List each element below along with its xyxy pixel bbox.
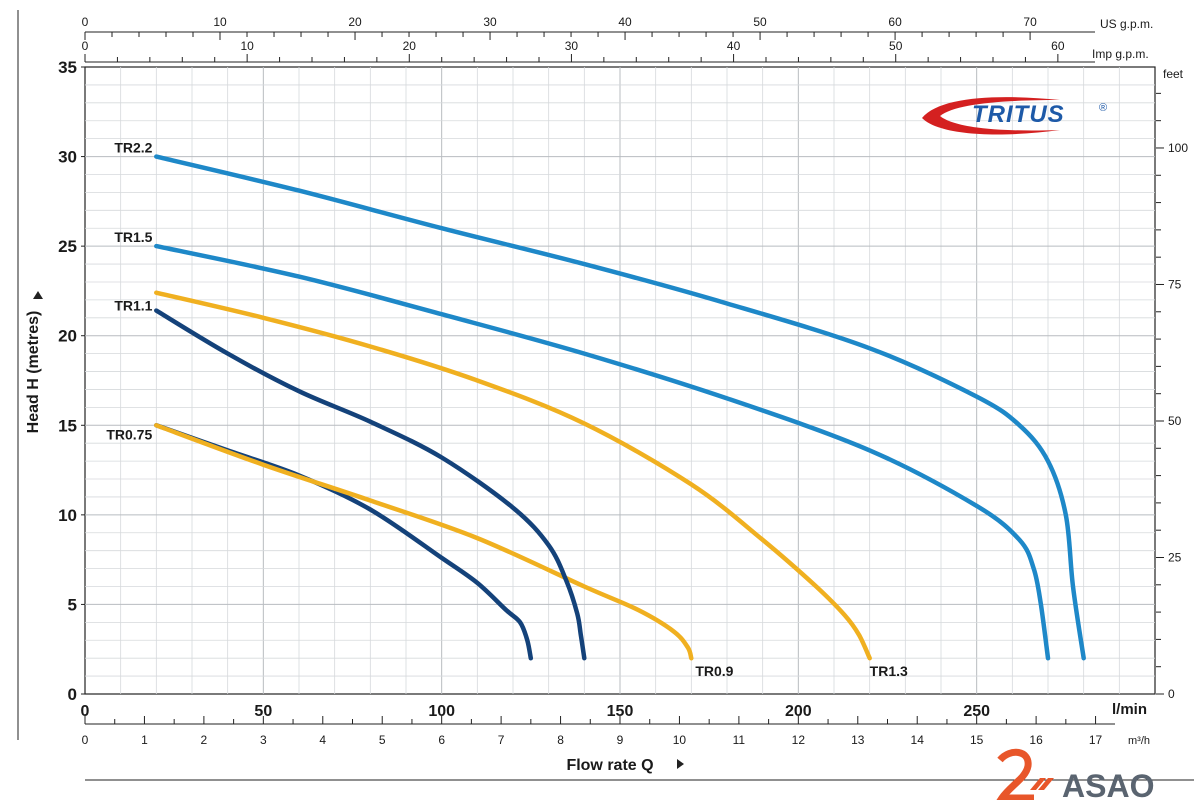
series-line-tr2-2 xyxy=(154,154,1086,661)
y-tick-label: 10 xyxy=(58,506,77,525)
y-axis-arrow-icon xyxy=(33,291,43,299)
imp-gpm-label: Imp g.p.m. xyxy=(1092,47,1149,61)
series-label: TR0.75 xyxy=(106,426,152,442)
x-tick-label: 100 xyxy=(428,703,455,720)
y-tick-label: 20 xyxy=(58,327,77,346)
m3h-tick-label: 10 xyxy=(673,733,687,747)
x-unit-label: l/min xyxy=(1112,701,1147,718)
series-label: TR1.5 xyxy=(114,229,152,245)
series-line-tr0-9 xyxy=(154,423,694,661)
feet-tick-label: 75 xyxy=(1168,277,1182,291)
series-label: TR1.1 xyxy=(114,298,152,314)
m3h-tick-label: 4 xyxy=(319,733,326,747)
feet-tick-label: 25 xyxy=(1168,550,1182,564)
us-gpm-tick-label: 50 xyxy=(753,15,767,29)
m3h-tick-label: 1 xyxy=(141,733,148,747)
feet-tick-label: 0 xyxy=(1168,687,1175,701)
m3h-tick-label: 17 xyxy=(1089,733,1103,747)
feet-label: feet xyxy=(1163,67,1184,81)
m3h-tick-label: 13 xyxy=(851,733,865,747)
us-gpm-tick-label: 40 xyxy=(618,15,632,29)
us-gpm-tick-label: 20 xyxy=(348,15,362,29)
y-axis-title: Head H (metres) xyxy=(25,311,42,434)
logo-brand-text: TRITUS xyxy=(972,101,1065,128)
x-tick-label: 50 xyxy=(254,703,272,720)
x-tick-label: 0 xyxy=(81,703,90,720)
series-labels: TR0.75 TR0.9 TR1.1 TR1.3 TR1.5 TR2.2 xyxy=(106,140,908,680)
series-line-tr1-1 xyxy=(154,308,587,661)
m3h-tick-label: 5 xyxy=(379,733,386,747)
us-gpm-tick-label: 70 xyxy=(1023,15,1037,29)
us-gpm-tick-label: 60 xyxy=(888,15,902,29)
x-tick-label: 250 xyxy=(963,703,990,720)
tritus-logo: TRITUS ® xyxy=(922,97,1107,135)
imp-gpm-tick-label: 60 xyxy=(1051,39,1065,53)
feet-tick-label: 50 xyxy=(1168,414,1182,428)
us-gpm-label: US g.p.m. xyxy=(1100,17,1153,31)
m3h-tick-label: 12 xyxy=(792,733,806,747)
y-tick-label: 0 xyxy=(68,685,77,704)
series-label: TR0.9 xyxy=(695,663,733,679)
logo-registered-mark: ® xyxy=(1099,102,1107,114)
y-tick-label: 15 xyxy=(58,416,77,435)
imp-gpm-tick-label: 40 xyxy=(727,39,741,53)
imp-gpm-tick-label: 50 xyxy=(889,39,903,53)
imp-gpm-tick-label: 0 xyxy=(82,39,89,53)
x-axis-arrow-icon xyxy=(677,759,684,769)
m3h-tick-label: 9 xyxy=(617,733,624,747)
x-tick-label: 150 xyxy=(607,703,634,720)
m3h-tick-label: 11 xyxy=(733,733,746,747)
x-axis-title: Flow rate Q xyxy=(566,757,653,774)
series-group xyxy=(154,154,1086,661)
imp-gpm-tick-label: 10 xyxy=(240,39,254,53)
asao-mark-icon xyxy=(996,748,1034,800)
us-gpm-tick-label: 0 xyxy=(82,15,89,29)
m3h-tick-label: 0 xyxy=(82,733,89,747)
logo-swoosh-icon xyxy=(922,97,1060,135)
series-label: TR1.3 xyxy=(870,663,908,679)
feet-tick-label: 100 xyxy=(1168,141,1188,155)
m3h-tick-label: 7 xyxy=(498,733,505,747)
m3h-tick-label: 6 xyxy=(438,733,445,747)
m3h-tick-label: 8 xyxy=(557,733,564,747)
m3h-tick-label: 3 xyxy=(260,733,267,747)
series-line-tr1-3 xyxy=(154,290,872,661)
asao-watermark: ASAO xyxy=(996,748,1154,800)
y-tick-label: 30 xyxy=(58,148,77,167)
x-tick-label: 200 xyxy=(785,703,812,720)
m3h-tick-label: 2 xyxy=(201,733,208,747)
m3h-label: m³/h xyxy=(1128,735,1150,747)
imp-gpm-tick-label: 30 xyxy=(565,39,579,53)
m3h-tick-label: 15 xyxy=(970,733,984,747)
series-line-tr1-5 xyxy=(154,243,1051,661)
asao-text: ASAO xyxy=(1062,768,1154,800)
y-tick-label: 35 xyxy=(58,58,77,77)
y-tick-label: 25 xyxy=(58,237,77,256)
grid xyxy=(84,66,1156,695)
series-label: TR2.2 xyxy=(114,140,152,156)
us-gpm-tick-label: 10 xyxy=(213,15,227,29)
imp-gpm-tick-label: 20 xyxy=(403,39,417,53)
m3h-tick-label: 16 xyxy=(1029,733,1043,747)
y-tick-label: 5 xyxy=(68,595,77,614)
m3h-tick-label: 14 xyxy=(911,733,925,747)
us-gpm-tick-label: 30 xyxy=(483,15,497,29)
